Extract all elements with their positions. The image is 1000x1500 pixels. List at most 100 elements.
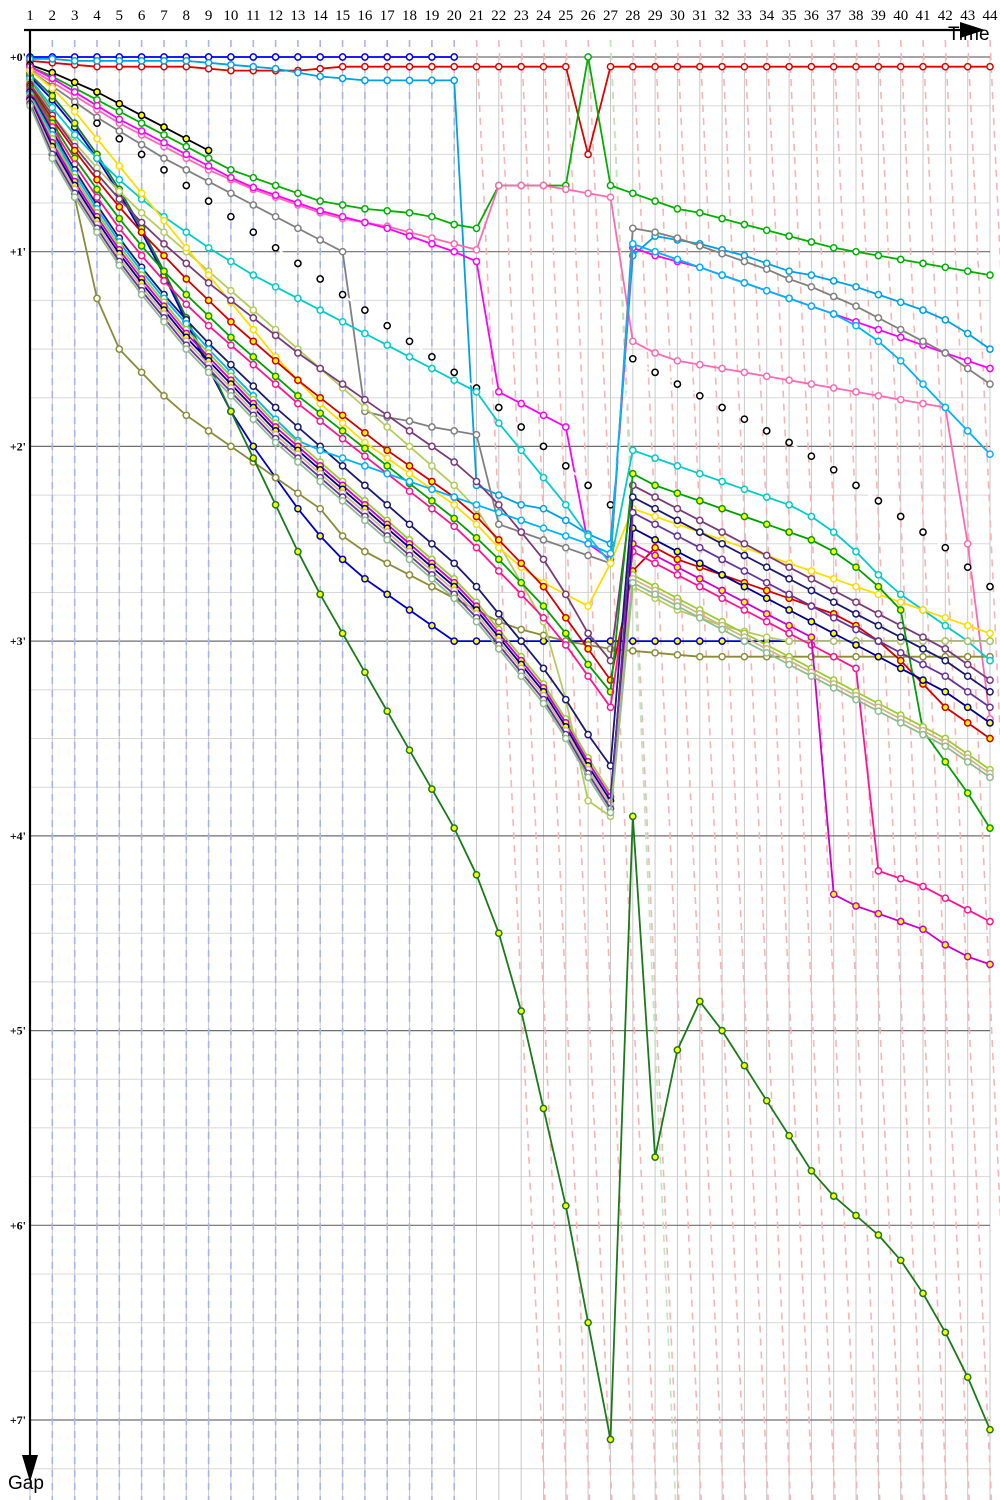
data-point	[896, 356, 905, 365]
data-point	[450, 220, 459, 229]
data-point	[450, 493, 459, 501]
data-point	[338, 497, 347, 505]
data-point	[606, 181, 615, 190]
data-point	[227, 189, 235, 198]
data-point	[829, 684, 838, 692]
data-point	[561, 1201, 570, 1210]
data-point	[249, 325, 258, 334]
data-point	[271, 356, 280, 365]
data-point	[450, 458, 459, 466]
data-point	[986, 656, 994, 665]
data-point	[762, 633, 771, 642]
data-point	[316, 275, 325, 283]
data-point	[651, 247, 659, 256]
data-point	[494, 617, 503, 626]
data-point	[115, 134, 124, 143]
data-point	[673, 563, 682, 572]
data-point	[852, 547, 860, 556]
data-point	[137, 127, 146, 135]
data-point	[829, 292, 838, 301]
data-point	[405, 462, 414, 470]
data-point	[606, 193, 615, 202]
data-point	[204, 271, 213, 279]
data-point	[673, 516, 682, 525]
x-tick-label: 17	[380, 8, 396, 24]
data-point	[941, 62, 950, 71]
data-point	[651, 648, 659, 657]
data-point	[182, 166, 191, 174]
data-point	[963, 563, 972, 572]
data-point	[852, 321, 860, 330]
data-point	[785, 606, 793, 614]
data-point	[494, 181, 503, 190]
x-axis-arrow	[960, 22, 985, 38]
projection-line-green	[609, 39, 677, 1500]
data-point	[695, 559, 704, 568]
data-point	[651, 493, 659, 501]
data-point	[204, 146, 213, 155]
data-point	[740, 220, 749, 229]
data-point	[785, 563, 793, 572]
data-point	[896, 590, 905, 599]
x-tick-label: 8	[183, 8, 191, 24]
series-line	[29, 83, 991, 681]
data-point	[70, 107, 79, 116]
data-point	[115, 224, 124, 233]
data-point	[361, 481, 369, 490]
x-tick-label: 32	[715, 8, 730, 24]
data-point	[963, 952, 972, 961]
data-point	[494, 419, 503, 427]
data-point	[695, 652, 704, 661]
data-point	[115, 175, 124, 184]
projection-line	[765, 39, 836, 1500]
data-point	[673, 602, 682, 610]
data-point	[249, 271, 258, 279]
data-point	[70, 193, 79, 202]
data-point	[539, 62, 548, 71]
data-point	[249, 454, 258, 462]
data-point	[852, 282, 860, 291]
data-point	[986, 345, 994, 353]
data-point	[539, 613, 548, 622]
projection-line	[632, 39, 702, 1500]
data-point	[182, 300, 191, 309]
y-axis-title: Gap	[8, 1473, 44, 1494]
data-point	[338, 419, 347, 427]
y-tick-label: +5'	[10, 1024, 26, 1038]
data-point	[829, 547, 838, 556]
data-point	[539, 555, 548, 564]
data-point	[561, 543, 570, 552]
projection-dashed-lines	[29, 39, 1000, 1500]
data-point	[762, 427, 771, 435]
projection-line	[587, 39, 658, 1500]
data-point	[227, 317, 235, 326]
projection-line	[743, 39, 814, 1500]
data-point	[673, 1046, 682, 1054]
x-tick-label: 27	[603, 8, 619, 24]
data-point	[294, 504, 302, 513]
data-point	[986, 917, 994, 926]
data-point	[919, 259, 927, 268]
data-point	[561, 62, 570, 71]
data-point	[807, 672, 816, 681]
series-s08	[26, 66, 994, 568]
data-point	[428, 62, 436, 71]
data-point	[450, 427, 459, 435]
data-point	[383, 707, 392, 716]
data-point	[651, 349, 659, 357]
data-point	[963, 539, 972, 548]
data-point	[271, 380, 280, 388]
data-point	[785, 590, 793, 599]
data-point	[271, 181, 280, 190]
data-point	[874, 62, 883, 71]
data-point	[494, 610, 503, 618]
y-tick-label: +1'	[10, 245, 26, 259]
data-point	[539, 181, 548, 190]
data-point	[829, 465, 838, 474]
data-point	[919, 660, 927, 669]
data-point	[338, 411, 347, 420]
data-point	[606, 500, 615, 509]
data-point	[740, 582, 749, 591]
data-point	[428, 353, 436, 361]
